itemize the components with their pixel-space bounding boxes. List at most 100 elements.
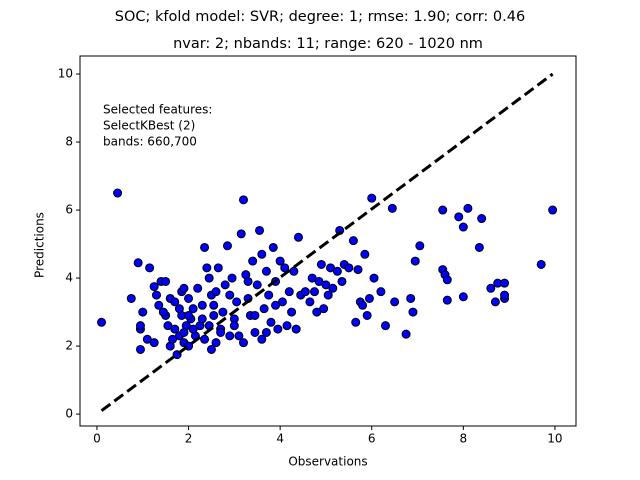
point [174,304,184,314]
point [225,331,235,341]
reference-line [100,72,554,412]
point [179,327,189,337]
point [500,278,510,288]
point [113,188,123,198]
point [291,324,301,334]
point [548,205,558,215]
point [376,287,386,297]
point [236,229,246,239]
point [490,297,500,307]
chart-title: SOC; kfold model: SVR; degree: 1; rmse: … [115,9,525,25]
point [255,225,265,235]
point [316,259,326,269]
point [257,249,267,259]
point [458,222,468,232]
point [309,287,319,297]
y-tick-label: 8 [65,135,73,149]
point [216,327,226,337]
point [500,290,510,300]
point [248,256,258,266]
point [454,212,464,222]
point [271,300,281,310]
point [477,214,487,224]
point [204,273,214,283]
y-axis-label: Predictions [33,212,47,278]
point [239,338,249,348]
y-tick-label: 2 [65,339,73,353]
point [358,300,368,310]
point [227,273,237,283]
point [367,193,377,203]
annotation: Selected features: [103,103,212,117]
point [344,263,354,273]
point [209,300,219,310]
point [401,329,411,339]
y-tick-label: 0 [65,407,73,421]
annotation: SelectKBest (2) [103,119,195,133]
y-tick-label: 6 [65,203,73,217]
x-tick-label: 0 [93,432,101,446]
chart-subtitle: nvar: 2; nbands: 11; range: 620 - 1020 n… [173,36,483,52]
point [390,297,400,307]
x-axis-label: Observations [288,455,367,469]
point [319,304,329,314]
point [220,280,230,290]
point [243,276,253,286]
point [197,300,207,310]
point [284,287,294,297]
point [158,307,168,317]
point [250,327,260,337]
point [184,293,194,303]
x-tick-label: 8 [460,432,468,446]
point [138,307,148,317]
point [259,304,269,314]
point [200,334,210,344]
point [268,242,278,252]
point [211,338,221,348]
point [282,321,292,331]
point [234,331,244,341]
point [486,283,496,293]
y-tick-label: 10 [58,67,73,81]
point [149,282,159,292]
point [300,287,310,297]
point [170,324,180,334]
point [369,273,379,283]
point [145,263,155,273]
point [474,242,484,252]
point [188,304,198,314]
point [273,324,283,334]
point [206,344,216,354]
point [232,297,242,307]
point [213,263,223,273]
annotation: bands: 660,700 [103,135,197,149]
point [188,324,198,334]
point [337,276,347,286]
point [415,241,425,251]
point [135,321,145,331]
point [287,307,297,317]
point [266,317,276,327]
point [463,203,473,213]
point [280,263,290,273]
point [193,283,203,293]
point [458,292,468,302]
point [229,321,239,331]
point [348,236,358,246]
point [252,280,262,290]
point [149,338,159,348]
point [360,249,370,259]
point [209,310,219,320]
x-tick-label: 4 [276,432,284,446]
point [293,232,303,242]
x-tick-label: 6 [368,432,376,446]
point [126,293,136,303]
point [135,344,145,354]
point [408,307,418,317]
point [364,293,374,303]
point [170,297,180,307]
point [332,266,342,276]
point [261,327,271,337]
point [387,203,397,213]
